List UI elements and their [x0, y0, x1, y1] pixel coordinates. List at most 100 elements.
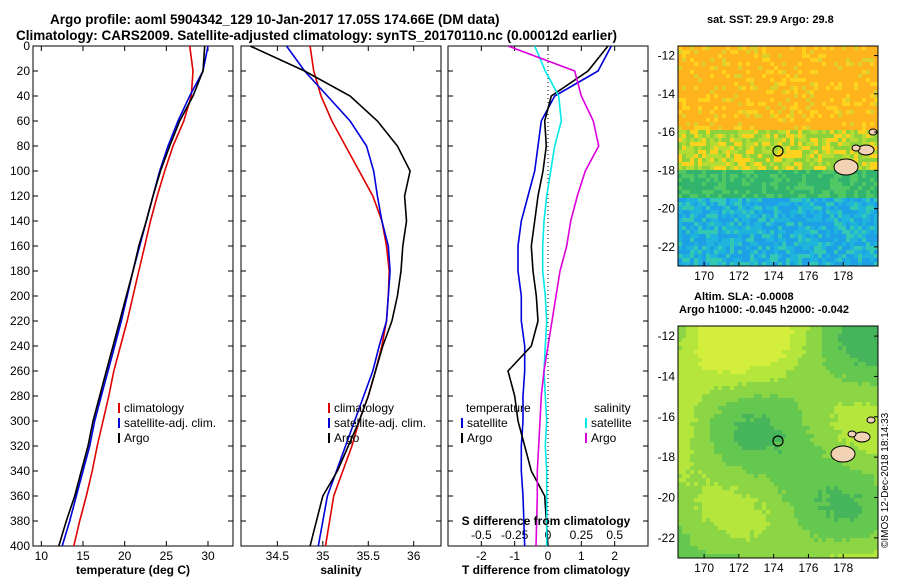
- sla-map-cell: [730, 482, 734, 486]
- sla-map-cell: [834, 482, 838, 486]
- sla-map-cell: [710, 498, 714, 502]
- sst-map-cell: [842, 238, 846, 242]
- sla-map-cell: [786, 334, 790, 338]
- sst-map-cell: [762, 130, 766, 134]
- sst-map-cell: [862, 82, 866, 86]
- sla-map-cell: [862, 466, 866, 470]
- sst-map-cell: [726, 226, 730, 230]
- sst-map-cell: [730, 50, 734, 54]
- sst-map-cell: [722, 190, 726, 194]
- sst-map-cell: [870, 226, 874, 230]
- sst-map-cell: [742, 122, 746, 126]
- sla-map-cell: [746, 330, 750, 334]
- sst-map-cell: [690, 102, 694, 106]
- sst-map-cell: [710, 102, 714, 106]
- sla-map-cell: [678, 446, 682, 450]
- sst-map-cell: [742, 46, 746, 50]
- sla-map-cell: [822, 434, 826, 438]
- sst-map-cell: [782, 114, 786, 118]
- sla-map-cell: [834, 402, 838, 406]
- sla-map-cell: [770, 458, 774, 462]
- sst-map-cell: [786, 46, 790, 50]
- sst-map-cell: [810, 114, 814, 118]
- sla-map-cell: [678, 398, 682, 402]
- sst-map-cell: [754, 46, 758, 50]
- sst-map-cell: [706, 94, 710, 98]
- sla-map-cell: [858, 406, 862, 410]
- sst-map-cell: [870, 86, 874, 90]
- sst-map-cell: [734, 246, 738, 250]
- sla-map-cell: [762, 462, 766, 466]
- sst-map-cell: [806, 234, 810, 238]
- sst-map-cell: [706, 178, 710, 182]
- sla-map-cell: [786, 486, 790, 490]
- sst-map-cell: [706, 154, 710, 158]
- sst-map-cell: [866, 158, 870, 162]
- sst-map-cell: [866, 186, 870, 190]
- sla-map-cell: [710, 350, 714, 354]
- sst-map-cell: [802, 78, 806, 82]
- sla-map-cell: [698, 378, 702, 382]
- sla-map-cell: [730, 382, 734, 386]
- sla-map-cell: [822, 446, 826, 450]
- sst-map-cell: [770, 94, 774, 98]
- sst-map-cell: [750, 190, 754, 194]
- sst-map-cell: [734, 198, 738, 202]
- sla-map-cell: [862, 350, 866, 354]
- sst-map-cell: [758, 142, 762, 146]
- sla-map-cell: [814, 458, 818, 462]
- sst-map-cell: [874, 86, 878, 90]
- sla-map-cell: [870, 470, 874, 474]
- sla-map-cell: [834, 358, 838, 362]
- sst-map-cell: [778, 182, 782, 186]
- sla-map-cell: [726, 378, 730, 382]
- sst-map-cell: [810, 46, 814, 50]
- sst-map-cell: [866, 102, 870, 106]
- sst-map-cell: [698, 114, 702, 118]
- sst-map-cell: [858, 82, 862, 86]
- sla-map-cell: [718, 430, 722, 434]
- sla-map-cell: [706, 386, 710, 390]
- sst-map-cell: [766, 222, 770, 226]
- sst-map-cell: [710, 230, 714, 234]
- sst-map-cell: [838, 110, 842, 114]
- sla-map-cell: [702, 354, 706, 358]
- sst-map-cell: [718, 126, 722, 130]
- sst-map-cell: [706, 222, 710, 226]
- sst-map-cell: [766, 162, 770, 166]
- sst-map-cell: [726, 126, 730, 130]
- sst-map-cell: [758, 74, 762, 78]
- sst-map-cell: [702, 198, 706, 202]
- sst-map-cell: [866, 170, 870, 174]
- sla-map-cell: [846, 402, 850, 406]
- sst-map-cell: [758, 98, 762, 102]
- sst-map-cell: [838, 70, 842, 74]
- sst-map-cell: [854, 250, 858, 254]
- sla-map-cell: [818, 362, 822, 366]
- sla-map-cell: [710, 382, 714, 386]
- sst-map-cell: [750, 142, 754, 146]
- sst-map-cell: [838, 90, 842, 94]
- sst-map-cell: [718, 190, 722, 194]
- sla-map-cell: [874, 378, 878, 382]
- sla-map-cell: [706, 366, 710, 370]
- sla-map-cell: [834, 442, 838, 446]
- sst-map-cell: [862, 126, 866, 130]
- sla-map-cell: [758, 398, 762, 402]
- sla-map-cell: [750, 442, 754, 446]
- sst-map-cell: [706, 58, 710, 62]
- sst-map-cell: [802, 250, 806, 254]
- sla-map-cell: [818, 374, 822, 378]
- sst-map-cell: [718, 226, 722, 230]
- sst-map-cell: [870, 206, 874, 210]
- sst-map-cell: [690, 58, 694, 62]
- sla-map-cell: [850, 494, 854, 498]
- sla-map-cell: [830, 422, 834, 426]
- sla-map-cell: [690, 398, 694, 402]
- sst-map-cell: [854, 174, 858, 178]
- sst-map-cell: [806, 90, 810, 94]
- sla-map-cell: [710, 342, 714, 346]
- sla-map-cell: [702, 386, 706, 390]
- sla-map-cell: [718, 410, 722, 414]
- sla-map-cell: [766, 358, 770, 362]
